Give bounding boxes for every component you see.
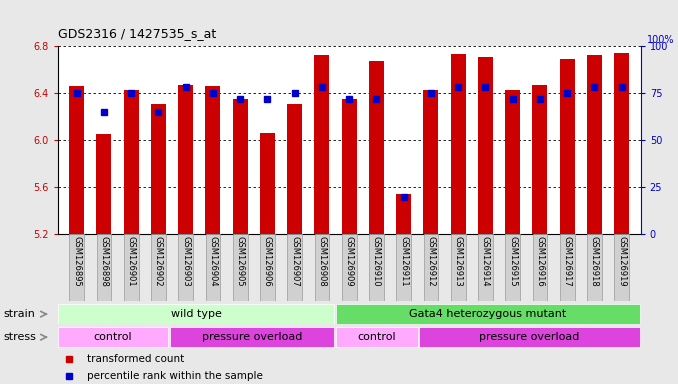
Text: control: control bbox=[357, 332, 396, 342]
Text: GSM126916: GSM126916 bbox=[536, 236, 544, 287]
Text: GSM126895: GSM126895 bbox=[72, 236, 81, 287]
Text: GSM126904: GSM126904 bbox=[208, 236, 218, 287]
Bar bbox=[123, 89, 139, 234]
Bar bbox=[424, 234, 438, 301]
Bar bbox=[124, 234, 138, 301]
Bar bbox=[420, 327, 640, 347]
Bar bbox=[614, 234, 629, 301]
Bar bbox=[532, 234, 547, 301]
Text: GSM126913: GSM126913 bbox=[454, 236, 462, 287]
Bar bbox=[96, 134, 111, 234]
Bar bbox=[336, 327, 418, 347]
Bar bbox=[233, 99, 247, 234]
Text: GSM126908: GSM126908 bbox=[317, 236, 326, 287]
Text: GSM126911: GSM126911 bbox=[399, 236, 408, 287]
Bar bbox=[69, 234, 84, 301]
Text: GSM126919: GSM126919 bbox=[617, 236, 626, 287]
Bar bbox=[532, 85, 547, 234]
Text: pressure overload: pressure overload bbox=[479, 332, 580, 342]
Text: 100%: 100% bbox=[647, 35, 674, 45]
Text: GSM126907: GSM126907 bbox=[290, 236, 299, 287]
Bar bbox=[69, 86, 84, 234]
Bar bbox=[205, 234, 220, 301]
Bar bbox=[451, 234, 466, 301]
Bar bbox=[170, 327, 334, 347]
Text: GSM126915: GSM126915 bbox=[508, 236, 517, 287]
Bar bbox=[287, 234, 302, 301]
Bar bbox=[260, 234, 275, 301]
Bar bbox=[560, 234, 574, 301]
Bar bbox=[451, 54, 466, 234]
Bar bbox=[424, 89, 439, 234]
Bar bbox=[233, 234, 247, 301]
Bar bbox=[205, 86, 220, 234]
Bar bbox=[505, 234, 520, 301]
Text: GSM126910: GSM126910 bbox=[372, 236, 381, 287]
Text: stress: stress bbox=[3, 332, 36, 342]
Text: GSM126901: GSM126901 bbox=[127, 236, 136, 287]
Text: transformed count: transformed count bbox=[87, 354, 184, 364]
Text: percentile rank within the sample: percentile rank within the sample bbox=[87, 371, 262, 381]
Text: GSM126917: GSM126917 bbox=[563, 236, 572, 287]
Bar bbox=[369, 234, 384, 301]
Bar bbox=[96, 234, 111, 301]
Bar bbox=[315, 234, 330, 301]
Text: GSM126906: GSM126906 bbox=[263, 236, 272, 287]
Text: strain: strain bbox=[3, 309, 35, 319]
Bar bbox=[587, 56, 602, 234]
Bar bbox=[178, 234, 193, 301]
Text: GSM126905: GSM126905 bbox=[236, 236, 245, 287]
Bar bbox=[478, 234, 493, 301]
Bar bbox=[178, 85, 193, 234]
Bar bbox=[478, 57, 493, 234]
Bar bbox=[315, 56, 330, 234]
Bar bbox=[587, 234, 602, 301]
Bar bbox=[342, 234, 357, 301]
Bar bbox=[151, 234, 166, 301]
Bar bbox=[505, 89, 520, 234]
Bar bbox=[58, 327, 168, 347]
Bar bbox=[397, 234, 411, 301]
Text: Gata4 heterozygous mutant: Gata4 heterozygous mutant bbox=[410, 309, 567, 319]
Bar bbox=[342, 99, 357, 234]
Text: GSM126918: GSM126918 bbox=[590, 236, 599, 287]
Bar bbox=[260, 133, 275, 234]
Text: GSM126903: GSM126903 bbox=[181, 236, 191, 287]
Text: control: control bbox=[94, 332, 132, 342]
Text: GSM126898: GSM126898 bbox=[100, 236, 108, 287]
Text: wild type: wild type bbox=[171, 309, 222, 319]
Bar bbox=[336, 304, 640, 324]
Bar bbox=[614, 53, 629, 234]
Bar bbox=[58, 304, 334, 324]
Text: GDS2316 / 1427535_s_at: GDS2316 / 1427535_s_at bbox=[58, 27, 216, 40]
Text: GSM126914: GSM126914 bbox=[481, 236, 490, 287]
Text: pressure overload: pressure overload bbox=[202, 332, 302, 342]
Text: GSM126902: GSM126902 bbox=[154, 236, 163, 287]
Text: GSM126909: GSM126909 bbox=[344, 236, 354, 287]
Bar bbox=[559, 59, 575, 234]
Bar bbox=[396, 194, 411, 234]
Bar bbox=[287, 104, 302, 234]
Bar bbox=[151, 104, 166, 234]
Bar bbox=[369, 61, 384, 234]
Text: GSM126912: GSM126912 bbox=[426, 236, 435, 287]
